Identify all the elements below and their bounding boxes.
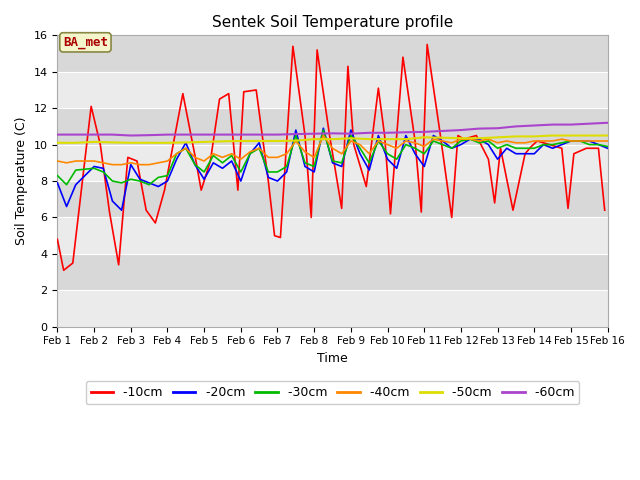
Bar (58, 108, 607, 144)
Bar (58, 254, 607, 290)
Title: Sentek Soil Temperature profile: Sentek Soil Temperature profile (212, 15, 453, 30)
Text: BA_met: BA_met (63, 36, 108, 49)
Bar (58, 181, 607, 217)
X-axis label: Time: Time (317, 352, 348, 365)
Legend:  -10cm,  -20cm,  -30cm,  -40cm,  -50cm,  -60cm: -10cm, -20cm, -30cm, -40cm, -50cm, -60cm (86, 381, 579, 404)
Bar (58, 144, 607, 181)
Bar (58, 217, 607, 254)
Bar (58, 72, 607, 108)
Bar (58, 36, 607, 72)
Y-axis label: Soil Temperature (C): Soil Temperature (C) (15, 117, 28, 245)
Bar (58, 290, 607, 327)
